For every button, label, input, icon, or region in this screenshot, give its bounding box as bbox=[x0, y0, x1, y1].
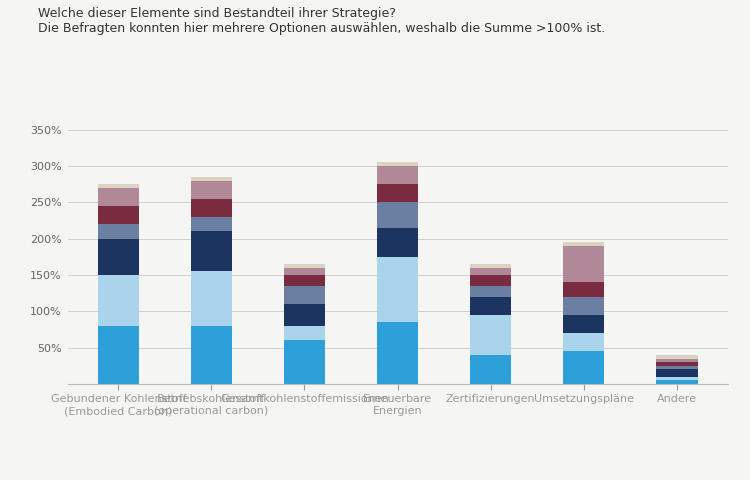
Bar bbox=[376, 322, 419, 384]
Bar bbox=[376, 162, 419, 166]
Bar bbox=[562, 297, 604, 315]
Bar bbox=[470, 268, 512, 275]
Bar bbox=[656, 380, 698, 384]
Bar bbox=[376, 184, 419, 203]
Bar bbox=[656, 359, 698, 362]
Bar bbox=[656, 370, 698, 377]
Bar bbox=[562, 333, 604, 351]
Bar bbox=[98, 188, 140, 206]
Bar bbox=[284, 264, 326, 268]
Bar bbox=[284, 326, 326, 340]
Bar bbox=[470, 264, 512, 268]
Bar bbox=[376, 166, 419, 184]
Bar bbox=[190, 326, 232, 384]
Bar bbox=[656, 366, 698, 370]
Bar bbox=[470, 355, 512, 384]
Bar bbox=[656, 377, 698, 380]
Bar bbox=[562, 282, 604, 297]
Bar bbox=[470, 315, 512, 355]
Bar bbox=[562, 315, 604, 333]
Bar bbox=[190, 180, 232, 199]
Bar bbox=[376, 203, 419, 228]
Bar bbox=[656, 362, 698, 366]
Bar bbox=[562, 351, 604, 384]
Bar bbox=[470, 275, 512, 286]
Bar bbox=[470, 297, 512, 315]
Bar bbox=[562, 246, 604, 282]
Bar bbox=[190, 199, 232, 217]
Bar bbox=[376, 257, 419, 322]
Bar bbox=[470, 286, 512, 297]
Text: Die Befragten konnten hier mehrere Optionen auswählen, weshalb die Summe >100% i: Die Befragten konnten hier mehrere Optio… bbox=[38, 22, 604, 35]
Bar bbox=[284, 268, 326, 275]
Bar bbox=[190, 177, 232, 180]
Bar bbox=[190, 231, 232, 271]
Bar bbox=[284, 304, 326, 326]
Bar bbox=[98, 239, 140, 275]
Bar bbox=[656, 355, 698, 359]
Bar bbox=[190, 217, 232, 231]
Bar bbox=[284, 340, 326, 384]
Bar bbox=[98, 206, 140, 224]
Bar bbox=[284, 286, 326, 304]
Bar bbox=[376, 228, 419, 257]
Bar bbox=[562, 242, 604, 246]
Bar bbox=[98, 184, 140, 188]
Bar bbox=[284, 275, 326, 286]
Bar bbox=[98, 224, 140, 239]
Text: Welche dieser Elemente sind Bestandteil ihrer Strategie?: Welche dieser Elemente sind Bestandteil … bbox=[38, 7, 395, 20]
Bar bbox=[98, 326, 140, 384]
Bar bbox=[190, 271, 232, 326]
Bar bbox=[98, 275, 140, 326]
